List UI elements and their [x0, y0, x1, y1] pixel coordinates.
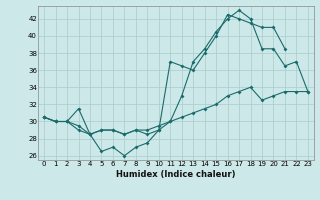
X-axis label: Humidex (Indice chaleur): Humidex (Indice chaleur) — [116, 170, 236, 179]
